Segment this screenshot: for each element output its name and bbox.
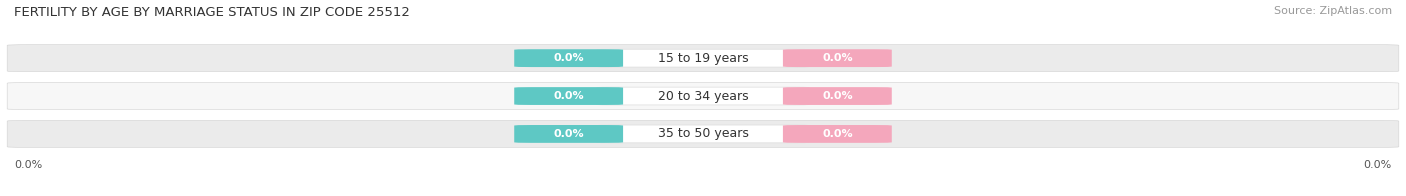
Legend: Married, Unmarried: Married, Unmarried [623, 195, 783, 196]
Text: 15 to 19 years: 15 to 19 years [658, 52, 748, 65]
FancyBboxPatch shape [7, 83, 1399, 110]
Text: 35 to 50 years: 35 to 50 years [658, 127, 748, 140]
Text: FERTILITY BY AGE BY MARRIAGE STATUS IN ZIP CODE 25512: FERTILITY BY AGE BY MARRIAGE STATUS IN Z… [14, 6, 411, 19]
Text: 0.0%: 0.0% [554, 53, 583, 63]
FancyBboxPatch shape [598, 87, 808, 105]
FancyBboxPatch shape [598, 125, 808, 143]
FancyBboxPatch shape [783, 49, 891, 67]
Text: 0.0%: 0.0% [823, 53, 852, 63]
Text: 0.0%: 0.0% [823, 129, 852, 139]
FancyBboxPatch shape [515, 49, 623, 67]
FancyBboxPatch shape [7, 45, 1399, 72]
Text: 0.0%: 0.0% [554, 91, 583, 101]
Text: 0.0%: 0.0% [554, 129, 583, 139]
Text: 0.0%: 0.0% [14, 160, 42, 170]
Text: 20 to 34 years: 20 to 34 years [658, 90, 748, 103]
Text: 0.0%: 0.0% [1364, 160, 1392, 170]
FancyBboxPatch shape [515, 125, 623, 143]
FancyBboxPatch shape [598, 49, 808, 67]
FancyBboxPatch shape [515, 87, 623, 105]
FancyBboxPatch shape [783, 87, 891, 105]
Text: Source: ZipAtlas.com: Source: ZipAtlas.com [1274, 6, 1392, 16]
FancyBboxPatch shape [783, 125, 891, 143]
Text: 0.0%: 0.0% [823, 91, 852, 101]
FancyBboxPatch shape [7, 121, 1399, 147]
